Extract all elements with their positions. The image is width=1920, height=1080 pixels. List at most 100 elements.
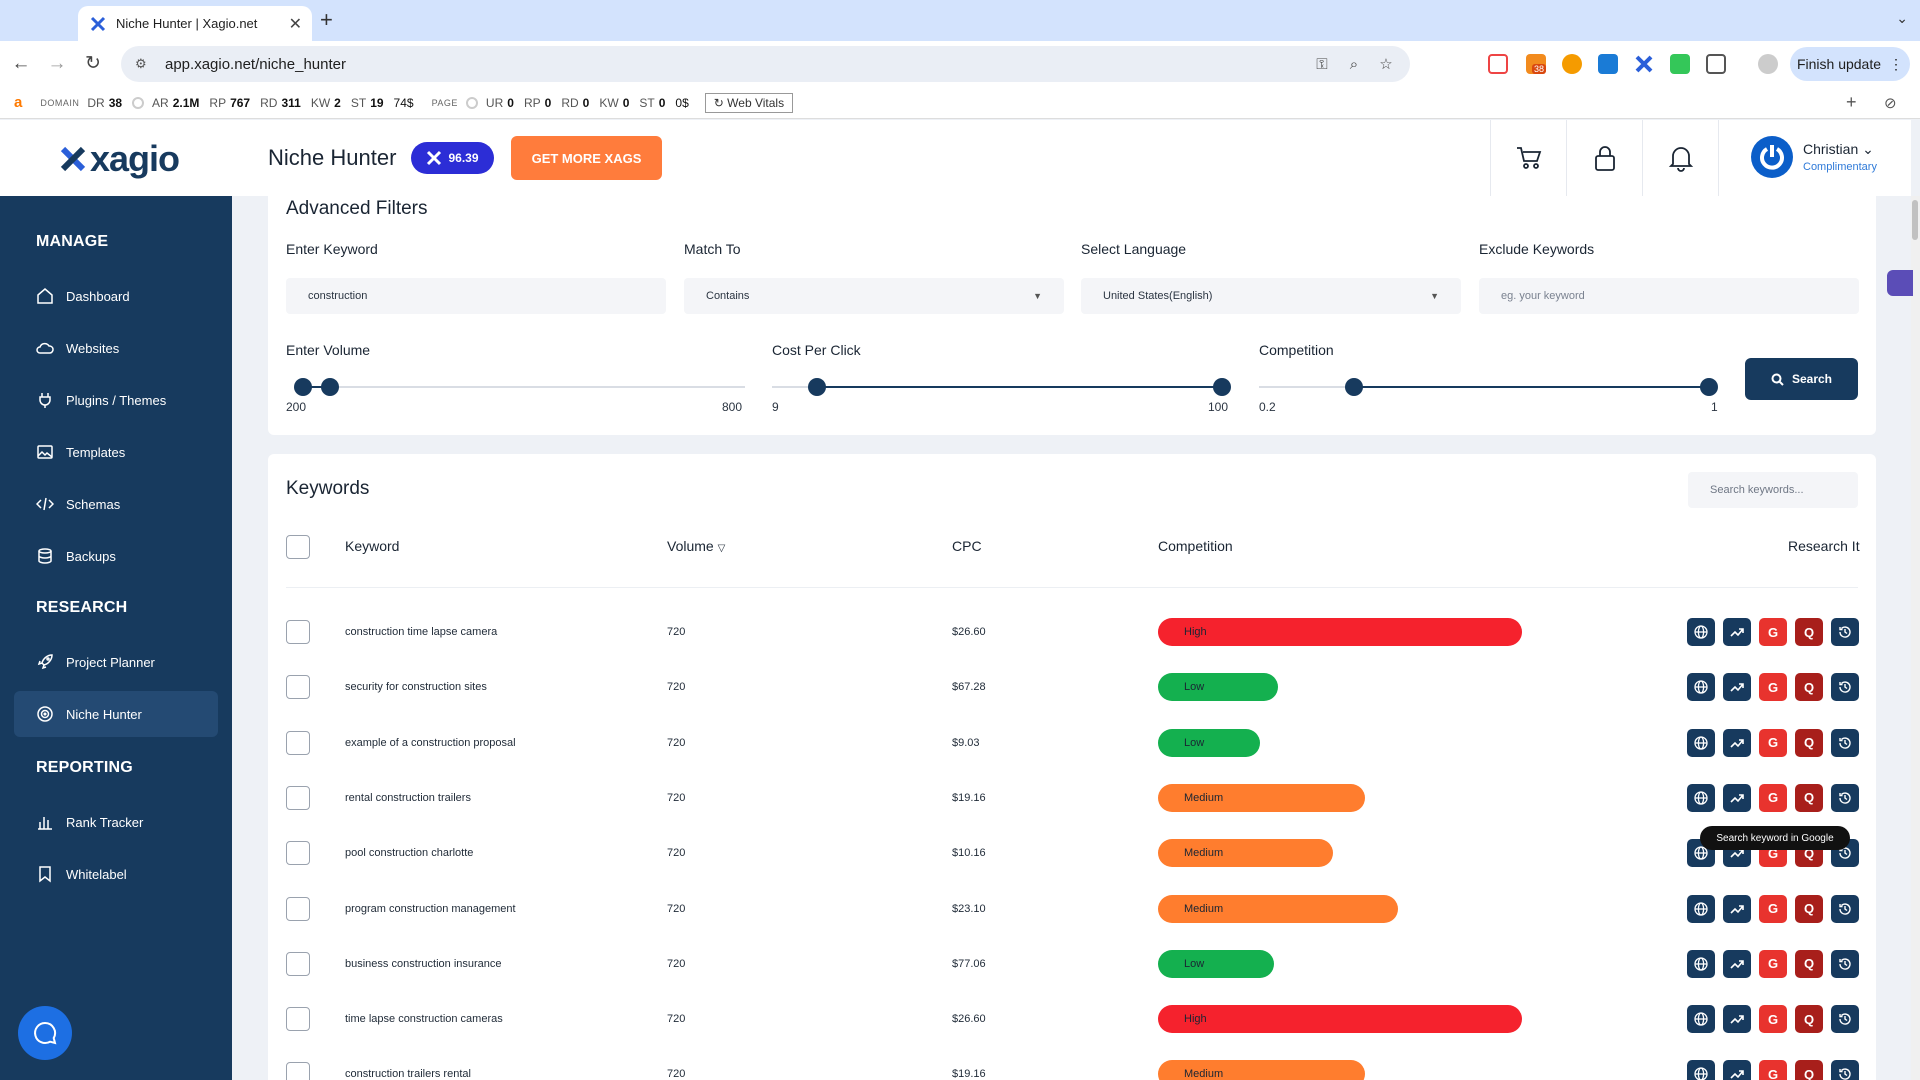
trend-up-icon[interactable] xyxy=(1723,1005,1751,1034)
quora-icon[interactable]: Q xyxy=(1795,1060,1823,1080)
seobar-disable-icon[interactable]: ⊘ xyxy=(1884,94,1897,112)
quora-icon[interactable]: Q xyxy=(1795,894,1823,923)
get-more-xags-button[interactable]: GET MORE XAGS xyxy=(511,136,662,180)
volume-range-slider[interactable] xyxy=(294,378,745,396)
quora-icon[interactable]: Q xyxy=(1795,1005,1823,1034)
lock-icon[interactable] xyxy=(1566,120,1642,196)
xagio-logo[interactable]: xagio xyxy=(60,138,180,180)
history-icon[interactable] xyxy=(1831,1060,1859,1080)
browser-tab[interactable]: Niche Hunter | Xagio.net ✕ xyxy=(78,6,312,41)
extension-xagio-icon[interactable] xyxy=(1634,54,1654,74)
page-scrollbar[interactable] xyxy=(1911,196,1920,1080)
history-icon[interactable] xyxy=(1831,783,1859,812)
globe-icon[interactable] xyxy=(1687,783,1715,812)
extensions-puzzle-icon[interactable] xyxy=(1706,54,1726,74)
google-icon[interactable]: G xyxy=(1759,783,1787,812)
sidebar-item-rank-tracker[interactable]: Rank Tracker xyxy=(14,799,218,845)
competition-min-handle[interactable] xyxy=(1344,378,1363,396)
row-checkbox[interactable] xyxy=(286,841,310,866)
globe-icon[interactable] xyxy=(1687,949,1715,978)
google-icon[interactable]: G xyxy=(1759,1060,1787,1080)
quora-icon[interactable]: Q xyxy=(1795,949,1823,978)
password-key-icon[interactable]: ⚿ xyxy=(1316,55,1328,73)
google-icon[interactable]: G xyxy=(1759,618,1787,646)
trend-up-icon[interactable] xyxy=(1723,728,1751,757)
sidebar-item-niche-hunter[interactable]: Niche Hunter xyxy=(14,691,218,737)
row-checkbox[interactable] xyxy=(286,1007,310,1032)
trend-up-icon[interactable] xyxy=(1723,1060,1751,1080)
column-header-volume[interactable]: Volume ▽ xyxy=(667,538,725,554)
trend-up-icon[interactable] xyxy=(1723,618,1751,646)
search-button[interactable]: Search xyxy=(1745,358,1858,400)
address-bar[interactable]: ⚙ app.xagio.net/niche_hunter ⚿ ⌕ ☆ xyxy=(121,46,1410,82)
sidebar-item-dashboard[interactable]: Dashboard xyxy=(14,273,218,319)
google-icon[interactable]: G xyxy=(1759,673,1787,702)
trend-up-icon[interactable] xyxy=(1723,673,1751,702)
globe-icon[interactable] xyxy=(1687,894,1715,923)
extension-gear-icon[interactable] xyxy=(1562,54,1582,74)
cpc-range-slider[interactable] xyxy=(772,378,1231,396)
select-all-checkbox[interactable] xyxy=(286,535,310,559)
column-header-cpc[interactable]: CPC xyxy=(952,538,982,554)
row-checkbox[interactable] xyxy=(286,951,310,976)
cpc-max-handle[interactable] xyxy=(1213,378,1231,396)
history-icon[interactable] xyxy=(1831,673,1859,702)
row-checkbox[interactable] xyxy=(286,620,310,644)
google-icon[interactable]: G xyxy=(1759,949,1787,978)
web-vitals-button[interactable]: ↻ Web Vitals xyxy=(704,92,794,113)
history-icon[interactable] xyxy=(1831,1005,1859,1034)
history-icon[interactable] xyxy=(1831,949,1859,978)
sidebar-item-project-planner[interactable]: Project Planner xyxy=(14,639,218,685)
finish-update-button[interactable]: Finish update ⋮ xyxy=(1790,47,1910,81)
sidebar-item-plugins-themes[interactable]: Plugins / Themes xyxy=(14,377,218,423)
volume-max-handle[interactable] xyxy=(320,378,339,396)
site-info-icon[interactable]: ⚙ xyxy=(135,56,147,71)
globe-icon[interactable] xyxy=(1687,618,1715,646)
trend-up-icon[interactable] xyxy=(1723,894,1751,923)
chat-widget-button[interactable] xyxy=(18,1006,72,1060)
sidebar-item-whitelabel[interactable]: Whitelabel xyxy=(14,851,218,897)
close-tab-icon[interactable]: ✕ xyxy=(288,15,302,33)
quora-icon[interactable]: Q xyxy=(1795,728,1823,757)
globe-icon[interactable] xyxy=(1687,728,1715,757)
sidebar-item-schemas[interactable]: Schemas xyxy=(14,481,218,527)
trend-up-icon[interactable] xyxy=(1723,949,1751,978)
column-header-keyword[interactable]: Keyword xyxy=(345,538,400,554)
row-checkbox[interactable] xyxy=(286,896,310,921)
new-tab-icon[interactable]: + xyxy=(320,7,333,32)
volume-min-handle[interactable] xyxy=(294,378,312,396)
globe-icon[interactable] xyxy=(1687,1005,1715,1034)
extension-badge-icon[interactable]: 38 xyxy=(1526,54,1547,74)
match-to-select[interactable]: Contains ▼ xyxy=(684,278,1064,314)
history-icon[interactable] xyxy=(1831,728,1859,757)
quora-icon[interactable]: Q xyxy=(1795,618,1823,646)
xags-balance-badge[interactable]: 96.39 xyxy=(411,142,494,174)
competition-max-handle[interactable] xyxy=(1700,378,1718,396)
zoom-icon[interactable]: ⌕ xyxy=(1349,55,1359,73)
bookmark-star-icon[interactable]: ☆ xyxy=(1379,56,1393,73)
back-icon[interactable]: ← xyxy=(11,53,31,74)
google-icon[interactable]: G xyxy=(1759,1005,1787,1034)
row-checkbox[interactable] xyxy=(286,675,310,700)
google-icon[interactable]: G xyxy=(1759,894,1787,923)
page-scrollbar-thumb[interactable] xyxy=(1912,200,1918,240)
sidebar-item-websites[interactable]: Websites xyxy=(14,325,218,371)
cart-icon[interactable] xyxy=(1490,120,1566,196)
keywords-search-input[interactable]: Search keywords... xyxy=(1688,472,1858,508)
history-icon[interactable] xyxy=(1831,618,1859,646)
extension-m-icon[interactable] xyxy=(1598,54,1618,74)
sidebar-item-backups[interactable]: Backups xyxy=(14,533,218,579)
globe-icon[interactable] xyxy=(1687,1060,1715,1080)
bell-icon[interactable] xyxy=(1642,120,1718,196)
language-select[interactable]: United States(English) ▼ xyxy=(1081,278,1461,314)
globe-icon[interactable] xyxy=(1687,673,1715,702)
keyword-input[interactable]: construction xyxy=(286,278,666,314)
trend-up-icon[interactable] xyxy=(1723,783,1751,812)
competition-range-slider[interactable] xyxy=(1259,378,1718,396)
cpc-min-handle[interactable] xyxy=(808,378,826,396)
extension-pdf-icon[interactable] xyxy=(1488,54,1508,74)
forward-icon[interactable]: → xyxy=(47,53,67,74)
row-checkbox[interactable] xyxy=(286,730,310,755)
sidebar-item-templates[interactable]: Templates xyxy=(14,429,218,475)
seobar-add-icon[interactable]: + xyxy=(1846,92,1857,112)
